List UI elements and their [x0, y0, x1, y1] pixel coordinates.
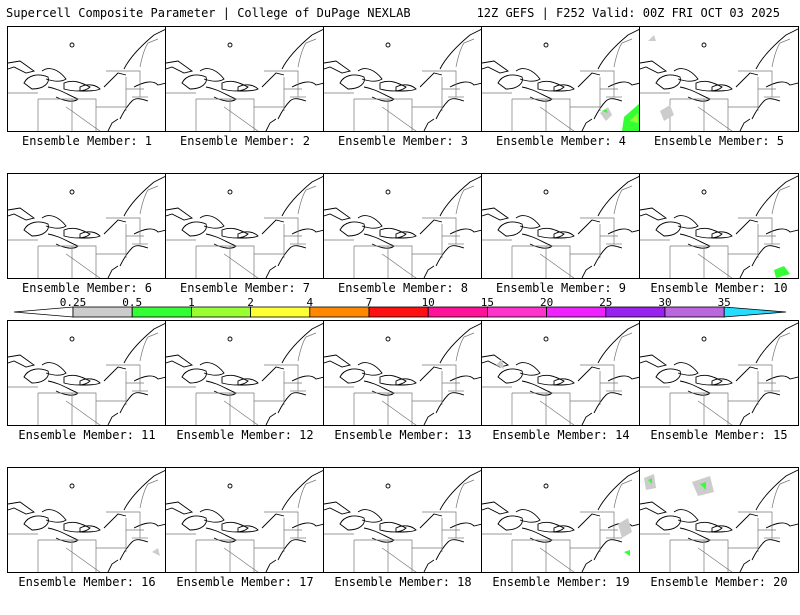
panel-caption: Ensemble Member: 6: [21, 281, 153, 295]
legend-tick-label: 7: [365, 296, 373, 309]
map-image: [323, 26, 483, 132]
panel-caption: Ensemble Member: 2: [179, 134, 311, 148]
panel-caption: Ensemble Member: 8: [337, 281, 469, 295]
page-title: Supercell Composite Parameter | College …: [6, 6, 411, 20]
ensemble-panel-20: Ensemble Member: 20: [639, 467, 799, 615]
panel-caption: Ensemble Member: 15: [650, 428, 788, 442]
map-image: [481, 173, 641, 279]
map-image: [481, 26, 641, 132]
legend-tick-label: 30: [658, 296, 672, 309]
map-image: [323, 173, 483, 279]
legend-tick-label: 0.25: [59, 296, 87, 309]
ensemble-panel-2: Ensemble Member: 2: [165, 26, 325, 174]
ensemble-panel-11: Ensemble Member: 11: [7, 320, 167, 468]
legend-tick-label: 4: [306, 296, 314, 309]
panel-caption: Ensemble Member: 11: [18, 428, 156, 442]
map-image: [165, 173, 325, 279]
panel-caption: Ensemble Member: 4: [495, 134, 627, 148]
ensemble-panel-5: Ensemble Member: 5: [639, 26, 799, 174]
map-image: [481, 467, 641, 573]
ensemble-panel-19: Ensemble Member: 19: [481, 467, 641, 615]
legend-swatch: [368, 306, 429, 318]
map-image: [7, 320, 167, 426]
ensemble-panel-17: Ensemble Member: 17: [165, 467, 325, 615]
ensemble-panel-12: Ensemble Member: 12: [165, 320, 325, 468]
panel-caption: Ensemble Member: 18: [334, 575, 472, 589]
legend-tick-label: 35: [717, 296, 731, 309]
ensemble-panel-10: Ensemble Member: 10: [639, 173, 799, 321]
ensemble-panel-3: Ensemble Member: 3: [323, 26, 483, 174]
ensemble-panel-18: Ensemble Member: 18: [323, 467, 483, 615]
map-image: [323, 320, 483, 426]
ensemble-panel-13: Ensemble Member: 13: [323, 320, 483, 468]
legend-swatch: [664, 306, 725, 318]
legend-swatch: [605, 306, 666, 318]
panel-caption: Ensemble Member: 1: [21, 134, 153, 148]
map-image: [7, 173, 167, 279]
map-image: [639, 320, 799, 426]
panel-caption: Ensemble Member: 9: [495, 281, 627, 295]
map-image: [165, 467, 325, 573]
ensemble-panel-16: Ensemble Member: 16: [7, 467, 167, 615]
ensemble-panel-4: Ensemble Member: 4: [481, 26, 641, 174]
legend-tick-label: 2: [247, 296, 254, 309]
panel-caption: Ensemble Member: 3: [337, 134, 469, 148]
legend-tick-label: 0.5: [122, 296, 143, 309]
panel-caption: Ensemble Member: 16: [18, 575, 156, 589]
legend-swatch: [486, 306, 547, 318]
legend-swatch: [190, 306, 251, 318]
panel-caption: Ensemble Member: 20: [650, 575, 788, 589]
map-image: [165, 320, 325, 426]
panel-caption: Ensemble Member: 13: [334, 428, 472, 442]
ensemble-panel-15: Ensemble Member: 15: [639, 320, 799, 468]
ensemble-panel-14: Ensemble Member: 14: [481, 320, 641, 468]
map-image: [639, 26, 799, 132]
ensemble-panel-1: Ensemble Member: 1: [7, 26, 167, 174]
map-image: [323, 467, 483, 573]
legend-swatch: [427, 306, 488, 318]
legend-swatch: [250, 306, 311, 318]
ensemble-panel-7: Ensemble Member: 7: [165, 173, 325, 321]
map-image: [639, 467, 799, 573]
legend-tick-label: 15: [480, 296, 495, 309]
legend-swatch: [723, 306, 787, 318]
ensemble-panel-8: Ensemble Member: 8: [323, 173, 483, 321]
panel-caption: Ensemble Member: 14: [492, 428, 630, 442]
legend-tick-label: 1: [188, 296, 195, 309]
legend-tick-label: 25: [599, 296, 613, 309]
ensemble-panel-6: Ensemble Member: 6: [7, 173, 167, 321]
panel-caption: Ensemble Member: 17: [176, 575, 314, 589]
panel-caption: Ensemble Member: 19: [492, 575, 630, 589]
panel-caption: Ensemble Member: 12: [176, 428, 314, 442]
color-legend: 0.25 0.5 1 2 4 7 10 15 20 25 30 35: [0, 296, 800, 320]
map-image: [7, 467, 167, 573]
panel-caption: Ensemble Member: 5: [653, 134, 785, 148]
panel-caption: Ensemble Member: 7: [179, 281, 311, 295]
map-image: [481, 320, 641, 426]
legend-tick-label: 20: [539, 296, 554, 309]
legend-tick-label: 10: [421, 296, 435, 309]
map-image: [639, 173, 799, 279]
legend-swatch: [309, 306, 370, 318]
legend-colorbar: [13, 306, 787, 318]
map-image: [165, 26, 325, 132]
map-image: [7, 26, 167, 132]
legend-swatch: [546, 306, 607, 318]
panel-caption: Ensemble Member: 10: [650, 281, 788, 295]
run-info: 12Z GEFS | F252 Valid: 00Z FRI OCT 03 20…: [476, 6, 780, 20]
